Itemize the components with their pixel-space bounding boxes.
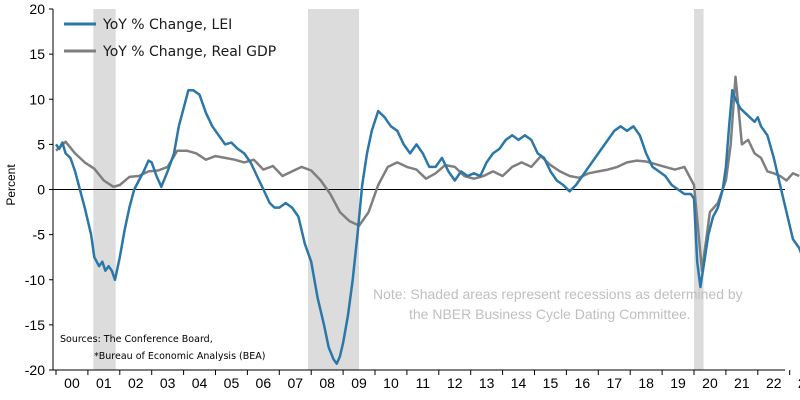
series-line-lei bbox=[54, 88, 800, 365]
x-tick-label: 21 bbox=[734, 375, 750, 391]
sources-line-2: *Bureau of Economic Analysis (BEA) bbox=[94, 351, 265, 362]
x-tick-label: 16 bbox=[575, 375, 591, 391]
x-tick-label: 06 bbox=[256, 375, 272, 391]
legend: YoY % Change, LEI YoY % Change, Real GDP bbox=[64, 17, 276, 60]
sources-line-1: Sources: The Conference Board, bbox=[60, 334, 213, 345]
y-tick-label: 20 bbox=[29, 1, 45, 17]
x-tick-label: 14 bbox=[511, 375, 527, 391]
x-tick-label: 20 bbox=[702, 375, 718, 391]
x-tick-label: 23 bbox=[798, 375, 800, 391]
series-lines bbox=[54, 75, 800, 365]
legend-label-lei: YoY % Change, LEI bbox=[102, 17, 232, 33]
note-line-2: the NBER Business Cycle Dating Committee… bbox=[409, 306, 691, 322]
note-line-1: Note: Shaded areas represent recessions … bbox=[373, 286, 743, 302]
x-tick-label: 03 bbox=[160, 375, 176, 391]
y-tick-label: -15 bbox=[25, 317, 45, 333]
x-tick-label: 15 bbox=[543, 375, 559, 391]
x-tick-label: 18 bbox=[638, 375, 654, 391]
y-tick-label: 10 bbox=[29, 91, 45, 107]
x-tick-label: 17 bbox=[606, 375, 622, 391]
x-tick-label: 22 bbox=[766, 375, 782, 391]
y-axis-label: Percent bbox=[4, 164, 18, 206]
x-tick-label: 05 bbox=[224, 375, 240, 391]
x-tick-label: 02 bbox=[128, 375, 144, 391]
y-tick-label: 5 bbox=[37, 136, 45, 152]
x-tick-label: 08 bbox=[319, 375, 335, 391]
x-tick-label: 13 bbox=[479, 375, 495, 391]
y-tick-labels: 20 15 10 5 0 -5 -10 -15 -20 bbox=[25, 1, 53, 378]
y-tick-label: 0 bbox=[37, 182, 45, 198]
y-tick-label: -20 bbox=[25, 362, 45, 378]
y-tick-label: 15 bbox=[29, 46, 45, 62]
x-tick-label: 07 bbox=[287, 375, 303, 391]
y-tick-label: -5 bbox=[33, 227, 46, 243]
series-line-gdp bbox=[55, 75, 800, 272]
x-tick-label: 00 bbox=[64, 375, 80, 391]
x-tick-label: 19 bbox=[670, 375, 686, 391]
x-tick-label: 10 bbox=[383, 375, 399, 391]
x-tick-label: 01 bbox=[96, 375, 112, 391]
x-tick-label: 12 bbox=[447, 375, 463, 391]
y-tick-label: -10 bbox=[25, 272, 45, 288]
x-tick-label: 09 bbox=[351, 375, 367, 391]
x-tick-label: 11 bbox=[416, 375, 431, 391]
x-tick-label: 04 bbox=[192, 375, 208, 391]
x-tick-labels: 00 01 02 03 04 05 06 07 08 09 10 11 12 13 14 15 16 17 18 19… bbox=[55, 370, 800, 391]
legend-label-gdp: YoY % Change, Real GDP bbox=[102, 44, 276, 60]
